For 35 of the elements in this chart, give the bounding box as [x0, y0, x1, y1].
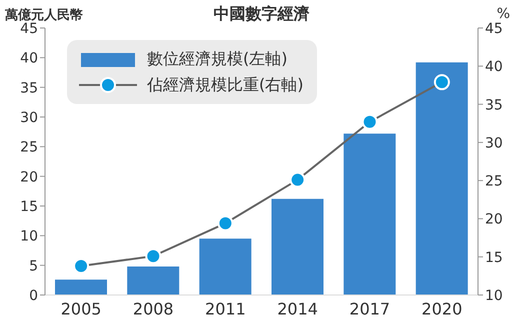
x-tick-label: 2017: [349, 299, 390, 318]
y-tick-label: 5: [29, 258, 38, 274]
x-tick-label: 2008: [132, 299, 174, 318]
y-tick-label: 20: [20, 169, 38, 186]
x-tick-label: 2005: [60, 299, 102, 318]
y2-tick-label: 35: [485, 97, 503, 114]
y-tick-label: 30: [20, 110, 38, 126]
legend-label: 數位經濟規模(左軸): [147, 48, 288, 70]
y-tick-label: 35: [20, 80, 38, 96]
y-tick-label: 10: [20, 228, 38, 245]
y-tick-label: 15: [20, 198, 38, 215]
bar: [55, 280, 107, 295]
y2-tick-label: 40: [485, 59, 503, 76]
y2-tick-label: 15: [485, 250, 503, 266]
y-tick-label: 45: [20, 20, 38, 37]
y-axis-title: 萬億元人民幣: [5, 6, 83, 23]
y2-tick-label: 20: [485, 212, 503, 228]
x-tick-label: 2011: [205, 299, 246, 318]
y-tick-label: 25: [20, 140, 38, 156]
y2-axis-title: %: [496, 6, 510, 22]
y-tick-label: 40: [20, 50, 38, 67]
legend-label: 佔經濟規模比重(右軸): [147, 74, 304, 96]
y2-tick-label: 30: [485, 135, 503, 152]
bar: [416, 62, 468, 295]
bar: [272, 198, 324, 295]
x-tick-label: 2020: [422, 299, 462, 318]
x-tick-label: 2014: [277, 299, 318, 318]
bar: [344, 134, 396, 295]
bar: [199, 238, 252, 295]
y2-tick-label: 25: [485, 174, 503, 190]
chart-title: 中國數字經濟: [214, 4, 310, 23]
bar: [127, 266, 180, 295]
y-tick-label: 0: [29, 288, 38, 304]
y2-tick-label: 10: [485, 288, 503, 304]
y2-tick-label: 45: [485, 20, 503, 37]
